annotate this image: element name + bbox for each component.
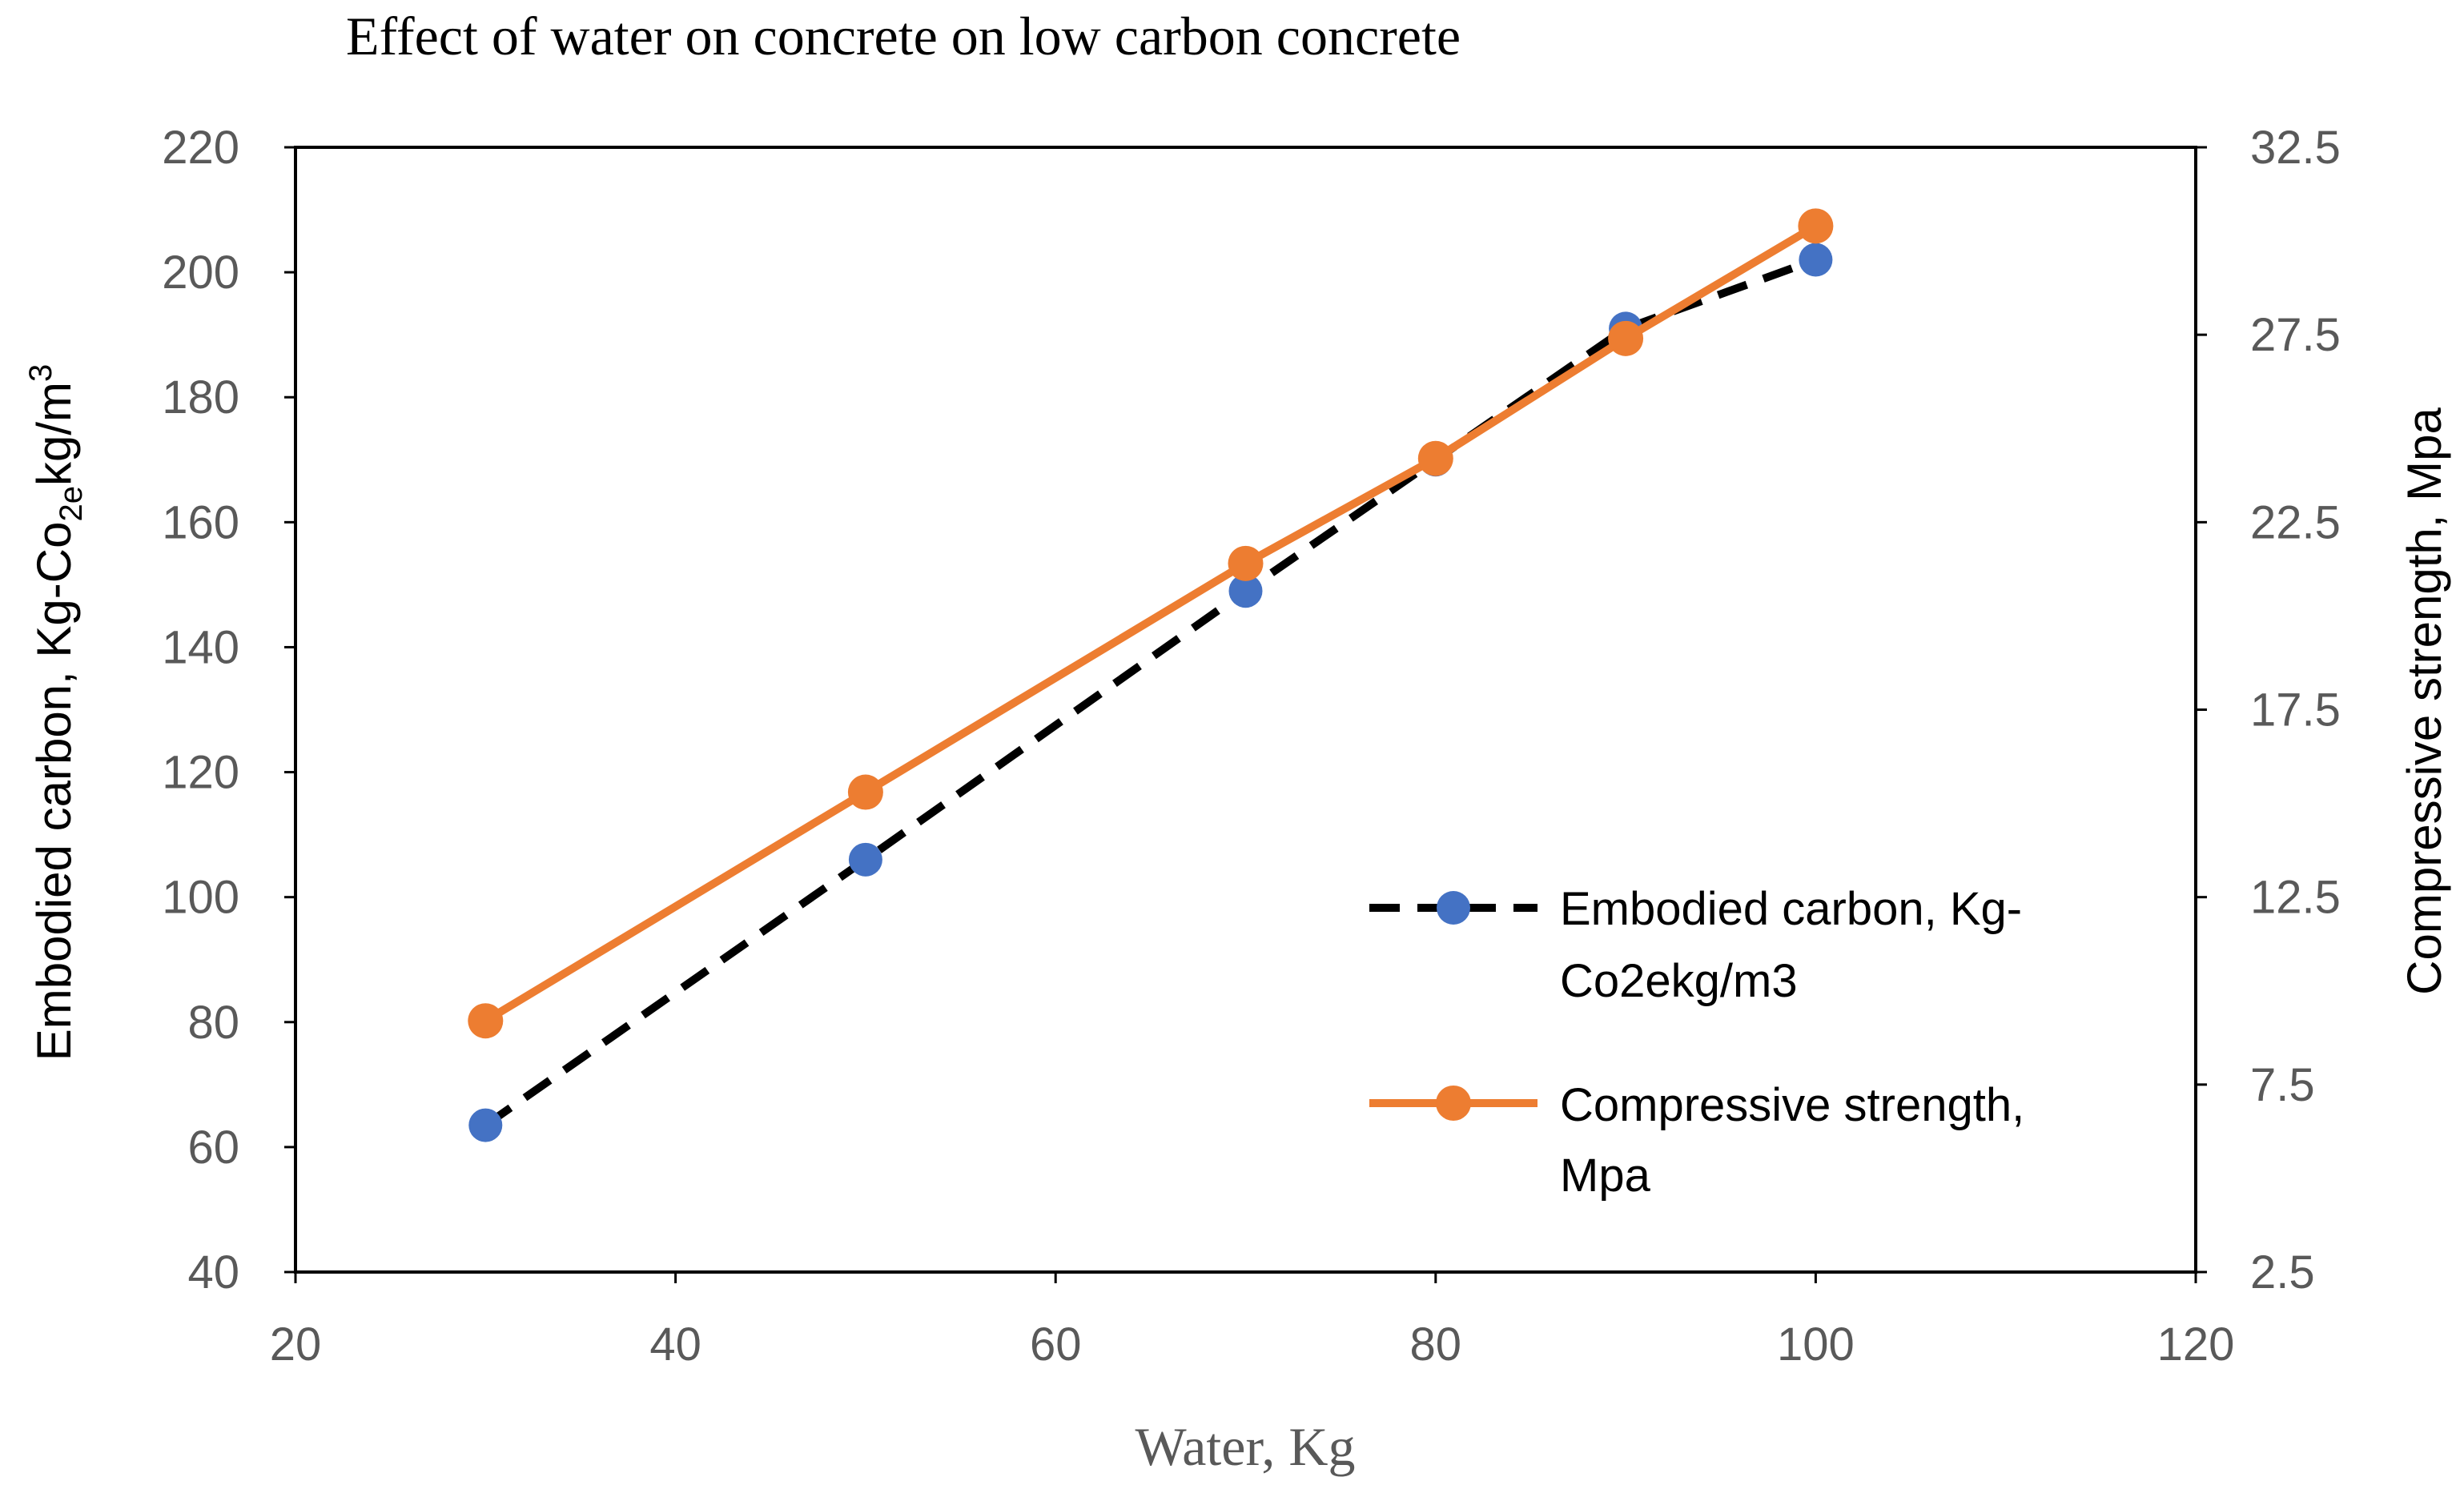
point-embodied-carbon-70: [1228, 574, 1263, 608]
x-tick-label-60: 60: [1030, 1318, 1082, 1371]
plot-area: [294, 146, 2197, 1274]
right-tick-label-7.5: 7.5: [2250, 1059, 2315, 1111]
right-axis-label: Compressive strength, Mpa: [2398, 407, 2451, 995]
right-tick-label-17.5: 17.5: [2250, 684, 2341, 736]
series-layer: [468, 208, 1834, 1142]
right-tick-label-12.5: 12.5: [2250, 872, 2341, 924]
point-compressive-strength-90: [1608, 320, 1644, 356]
left-tick-label-160: 160: [162, 496, 239, 548]
left-axis-ticks: 40 60 80 100 120 140 160 180 200 220: [162, 122, 295, 1298]
left-tick-label-80: 80: [187, 997, 239, 1049]
x-tick-label-40: 40: [649, 1318, 701, 1371]
left-tick-label-200: 200: [162, 247, 239, 299]
x-tick-label-100: 100: [1777, 1318, 1855, 1371]
legend-label-embodied-carbon: Embodied carbon, Kg- Co2ekg/m3: [1560, 883, 2035, 1007]
legend-item-compressive-strength: Compressive strength, Mpa: [1369, 1079, 2037, 1202]
x-tick-label-80: 80: [1410, 1318, 1462, 1371]
left-tick-label-140: 140: [162, 621, 239, 673]
point-embodied-carbon-100: [1799, 243, 1833, 277]
point-embodied-carbon-50: [848, 842, 882, 877]
x-axis-ticks: 20 40 60 80 100 120: [270, 1272, 2235, 1371]
point-compressive-strength-80: [1417, 440, 1453, 476]
legend: Embodied carbon, Kg- Co2ekg/m3 Compressi…: [1369, 883, 2037, 1202]
x-axis-label: Water, Kg: [1135, 1416, 1355, 1477]
legend-item-embodied-carbon: Embodied carbon, Kg- Co2ekg/m3: [1369, 883, 2035, 1007]
left-tick-label-220: 220: [162, 122, 239, 174]
left-axis-label: Embodied carbon, Kg-Co2ekg/m3: [23, 364, 89, 1062]
legend-marker-compressive-strength: [1436, 1086, 1471, 1121]
left-tick-label-40: 40: [187, 1246, 239, 1298]
point-compressive-strength-100: [1798, 208, 1834, 244]
x-tick-label-120: 120: [2157, 1318, 2235, 1371]
left-tick-label-100: 100: [162, 872, 239, 924]
series-line-compressive-strength: [483, 223, 1818, 1025]
point-embodied-carbon-30: [468, 1108, 503, 1142]
right-tick-label-32.5: 32.5: [2250, 122, 2341, 174]
right-tick-label-2.5: 2.5: [2250, 1246, 2315, 1298]
right-tick-label-22.5: 22.5: [2250, 496, 2341, 548]
point-compressive-strength-50: [847, 774, 883, 810]
right-axis-ticks: 2.5 7.5 12.5 17.5 22.5 27.5 32.5: [2196, 122, 2341, 1298]
left-tick-label-180: 180: [162, 371, 239, 423]
legend-label-compressive-strength: Compressive strength, Mpa: [1560, 1079, 2037, 1202]
left-tick-label-60: 60: [187, 1122, 239, 1174]
legend-marker-embodied-carbon: [1437, 891, 1470, 925]
point-compressive-strength-70: [1228, 545, 1264, 581]
point-compressive-strength-30: [468, 1003, 504, 1039]
series-line-embodied-carbon: [483, 255, 1818, 1129]
x-tick-label-20: 20: [270, 1318, 322, 1371]
chart-title: Effect of water on concrete on low carbo…: [346, 6, 1461, 66]
left-tick-label-120: 120: [162, 747, 239, 799]
right-tick-label-27.5: 27.5: [2250, 309, 2341, 361]
